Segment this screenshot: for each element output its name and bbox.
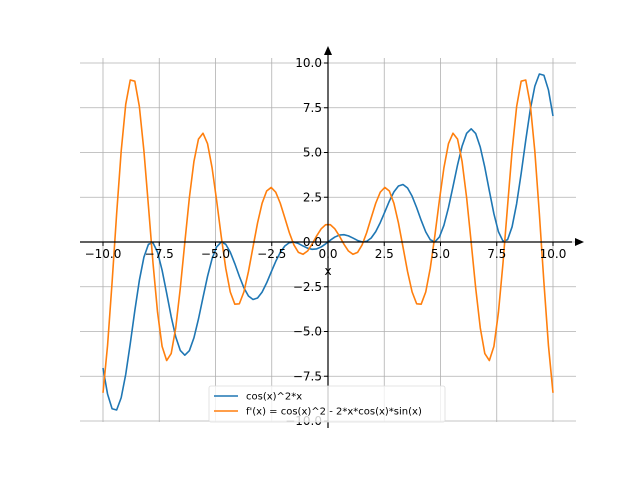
- x-tick-label-2: −5.0: [201, 247, 230, 261]
- y-axis-arrow: [324, 46, 332, 55]
- x-tick-label-0: −10.0: [85, 247, 122, 261]
- x-tick-label-5: 2.5: [375, 247, 394, 261]
- legend-box: [208, 385, 446, 423]
- y-tick-label-7: 7.5: [303, 101, 322, 115]
- x-axis-label: x: [324, 264, 331, 278]
- x-tick-label-1: −7.5: [145, 247, 174, 261]
- y-tick-label-5: 2.5: [303, 190, 322, 204]
- y-tick-label-8: 10.0: [295, 56, 322, 70]
- legend: cos(x)^2*x f'(x) = cos(x)^2 - 2*x*cos(x)…: [208, 385, 446, 423]
- x-tick-label-3: −2.5: [257, 247, 286, 261]
- x-tick-label-8: 10.0: [540, 247, 567, 261]
- x-axis-arrow: [575, 238, 584, 246]
- legend-label-series-1: cos(x)^2*x: [246, 392, 302, 403]
- y-tick-label-6: 5.0: [303, 146, 322, 160]
- legend-label-series-2: f'(x) = cos(x)^2 - 2*x*cos(x)*sin(x): [246, 407, 422, 418]
- y-tick-label-4: 0.0: [303, 235, 322, 249]
- x-tick-label-6: 5.0: [431, 247, 450, 261]
- y-tick-label-3: −2.5: [293, 280, 322, 294]
- y-tick-label-2: −5.0: [293, 325, 322, 339]
- x-tick-label-7: 7.5: [487, 247, 506, 261]
- x-tick-label-4: 0.0: [318, 247, 337, 261]
- y-tick-label-1: −7.5: [293, 369, 322, 383]
